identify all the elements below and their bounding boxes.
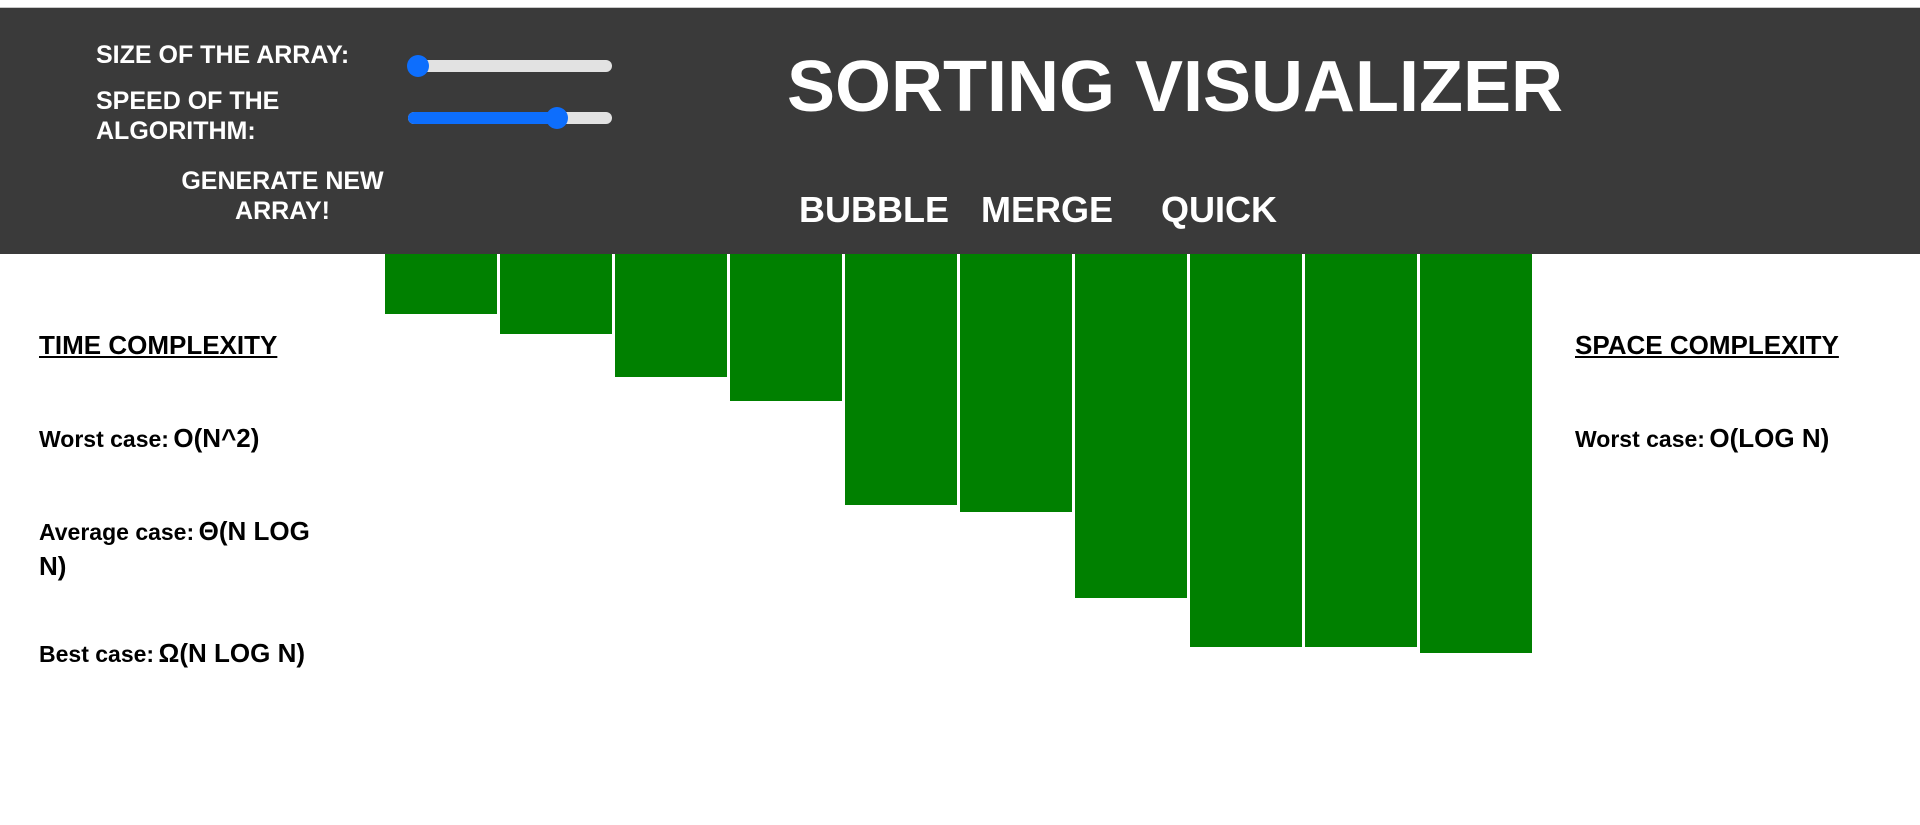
time-complexity-heading: TIME COMPLEXITY [39,330,278,360]
time-worst-label: Worst case: [39,426,169,452]
speed-slider-thumb[interactable] [546,107,568,129]
space-worst-case: Worst case: O(LOG N) [1575,423,1829,458]
array-bar [730,254,842,401]
browser-edge [0,0,1920,8]
array-bar [1190,254,1302,647]
array-bar [1075,254,1187,598]
merge-sort-button[interactable]: MERGE [981,189,1114,230]
time-average-case: Average case: Θ(N LOG N) [39,516,339,586]
size-label: SIZE OF THE ARRAY: [96,41,350,69]
time-average-label: Average case: [39,519,195,545]
speed-label: SPEED OF THE ALGORITHM: [96,87,280,145]
array-bar [500,254,612,334]
time-worst-value: O(N^2) [173,423,260,453]
time-average-value: Θ(N LOG N) [39,516,310,581]
time-best-value: Ω(N LOG N) [158,638,306,668]
time-worst-case: Worst case: O(N^2) [39,423,259,458]
array-bar [385,254,497,314]
size-slider[interactable] [407,55,612,77]
bubble-sort-button[interactable]: BUBBLE [799,189,949,230]
array-bar [1305,254,1417,647]
generate-array-button[interactable]: GENERATE NEW ARRAY! [181,167,384,225]
quick-sort-button[interactable]: QUICK [1161,189,1277,230]
page-title: SORTING VISUALIZER [786,47,1564,127]
space-worst-value: O(LOG N) [1709,423,1830,453]
header: SIZE OF THE ARRAY: SPEED OF THE ALGORITH… [0,8,1920,254]
array-bar [615,254,727,377]
array-bar [1420,254,1532,653]
array-bar [960,254,1072,512]
space-complexity-heading: SPACE COMPLEXITY [1575,330,1839,360]
speed-slider-fill [408,112,557,124]
speed-slider[interactable] [408,107,612,129]
time-best-label: Best case: [39,641,155,667]
array-bars [0,254,1920,694]
size-slider-thumb[interactable] [407,55,429,77]
array-bar [845,254,957,505]
space-worst-label: Worst case: [1575,426,1705,452]
time-best-case: Best case: Ω(N LOG N) [39,638,305,673]
